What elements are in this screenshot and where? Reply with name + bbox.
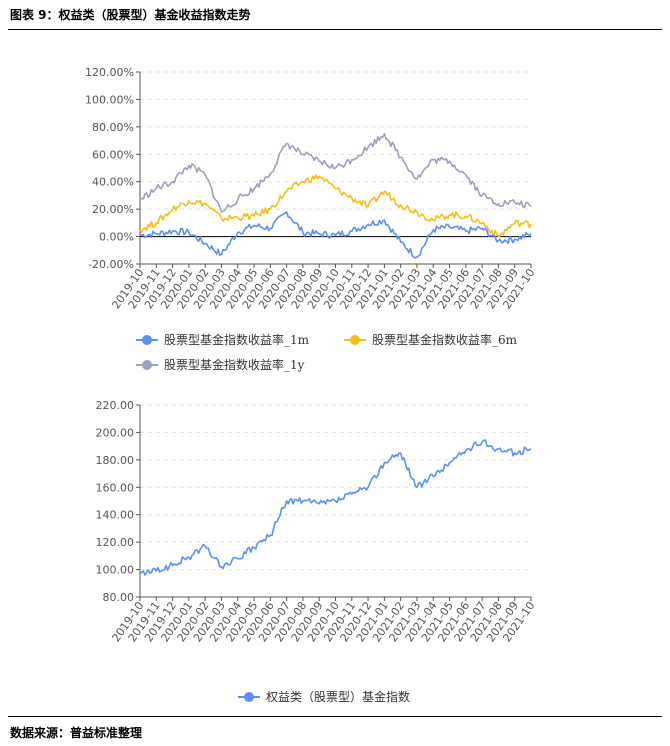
legend-label: 权益类（股票型）基金指数 [266, 689, 410, 704]
y-tick-label: 120.00 [96, 536, 135, 549]
source-note: 数据来源：普益标准整理 [10, 726, 143, 740]
legend-label: 股票型基金指数收益率_1y [164, 357, 305, 372]
legend-marker [142, 360, 152, 370]
y-tick-label: 100.00 [96, 564, 135, 577]
series-line [139, 174, 532, 238]
y-tick-label: -20.00% [88, 258, 134, 271]
legend-marker [350, 335, 360, 345]
series-line [139, 132, 532, 213]
bottom-rule [8, 716, 662, 717]
y-tick-label: 180.00 [96, 454, 135, 467]
y-tick-label: 40.00% [92, 176, 134, 189]
top-rule [8, 29, 662, 30]
y-tick-label: 60.00% [92, 148, 134, 161]
legend-label: 股票型基金指数收益率_1m [164, 332, 310, 347]
y-tick-label: 80.00 [103, 591, 135, 604]
y-tick-label: 220.00 [96, 399, 135, 412]
y-tick-label: 100.00% [85, 93, 134, 106]
y-tick-label: 20.00% [92, 203, 134, 216]
y-tick-label: 0.00% [99, 231, 134, 244]
y-tick-label: 140.00 [96, 509, 135, 522]
y-tick-label: 120.00% [85, 66, 134, 79]
y-tick-label: 80.00% [92, 121, 134, 134]
series-line [139, 439, 532, 576]
figure-title: 图表 9：权益类（股票型）基金收益指数走势 [10, 8, 251, 22]
legend-marker [142, 335, 152, 345]
y-tick-label: 160.00 [96, 481, 135, 494]
y-tick-label: 200.00 [96, 426, 135, 439]
legend-label: 股票型基金指数收益率_6m [372, 332, 518, 347]
legend-marker [244, 692, 254, 702]
